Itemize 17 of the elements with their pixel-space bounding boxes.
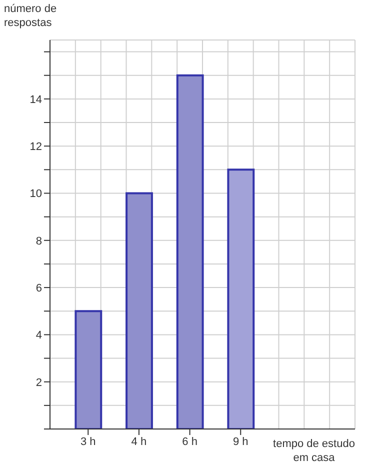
x-tick-label: 3 h (80, 436, 96, 448)
x-tick-label: 6 h (182, 436, 198, 448)
bar (126, 192, 153, 429)
bar (176, 74, 204, 429)
y-tick-label: 12 (30, 140, 42, 153)
x-axis-title: tempo de estudo em casa (269, 437, 359, 465)
x-tick-label: 9 h (232, 436, 248, 448)
y-tick-label: 10 (30, 188, 42, 200)
y-axis-title: número de respostas (4, 2, 58, 30)
y-tick-label: 8 (36, 235, 42, 248)
x-tick-label: 4 h (131, 436, 147, 448)
y-tick-label: 2 (36, 376, 42, 389)
y-tick-label: 6 (36, 282, 42, 294)
bar (74, 310, 102, 429)
bar (227, 168, 255, 429)
y-tick-label: 14 (30, 94, 42, 106)
y-tick-label: 4 (36, 330, 42, 342)
